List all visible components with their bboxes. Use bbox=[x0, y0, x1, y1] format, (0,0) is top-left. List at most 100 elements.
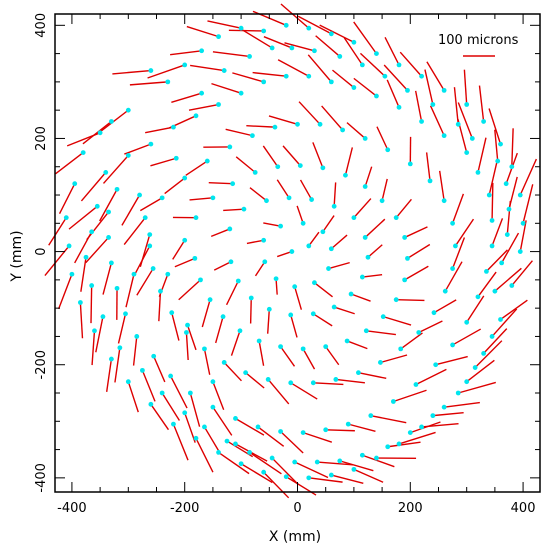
displacement-vector bbox=[466, 359, 495, 383]
measurement-point bbox=[169, 310, 175, 316]
displacement-vector bbox=[240, 463, 273, 484]
displacement-vector bbox=[325, 346, 340, 366]
measurement-point bbox=[359, 274, 365, 280]
displacement-vector bbox=[307, 54, 332, 83]
measurement-point bbox=[94, 203, 100, 209]
displacement-vector bbox=[263, 471, 290, 499]
y-axis-ticks: -400 -200 0 200 400 bbox=[34, 13, 540, 493]
measurement-point bbox=[182, 62, 188, 68]
displacement-vector bbox=[410, 421, 441, 434]
displacement-vector bbox=[451, 193, 465, 224]
measurement-point bbox=[486, 192, 492, 198]
measurement-point bbox=[248, 295, 254, 301]
measurement-point bbox=[495, 158, 501, 164]
measurement-point bbox=[199, 90, 205, 96]
displacement-vector bbox=[79, 302, 84, 339]
measurement-point bbox=[292, 459, 298, 465]
displacement-vector bbox=[317, 461, 353, 466]
measurement-point bbox=[431, 310, 437, 316]
measurement-point bbox=[168, 373, 174, 379]
legend: 100 microns bbox=[438, 33, 519, 57]
displacement-vector bbox=[171, 312, 180, 341]
displacement-vector bbox=[117, 313, 127, 344]
displacement-vector bbox=[463, 69, 468, 105]
measurement-point bbox=[362, 184, 368, 189]
displacement-vector bbox=[366, 330, 396, 336]
displacement-vector bbox=[387, 441, 421, 448]
measurement-point bbox=[77, 300, 83, 305]
x-tick-label: 200 bbox=[398, 501, 423, 516]
displacement-vector bbox=[386, 79, 400, 108]
displacement-vector bbox=[415, 368, 447, 386]
measurement-point bbox=[187, 390, 193, 396]
displacement-vector bbox=[404, 265, 429, 281]
displacement-vector bbox=[325, 429, 355, 432]
measurement-point bbox=[289, 249, 295, 254]
measurement-point bbox=[489, 334, 495, 339]
displacement-vector bbox=[407, 243, 431, 259]
displacement-vector bbox=[294, 461, 329, 479]
displacement-vector bbox=[195, 437, 214, 473]
displacement-vector bbox=[319, 24, 355, 43]
measurement-point bbox=[441, 87, 447, 93]
measurement-point bbox=[192, 255, 198, 261]
measurement-point bbox=[385, 147, 391, 153]
measurement-point bbox=[230, 181, 236, 187]
measurement-point bbox=[173, 155, 179, 161]
measurement-point bbox=[323, 427, 329, 433]
measurement-point bbox=[300, 346, 306, 352]
displacement-vector bbox=[276, 179, 290, 199]
displacement-vector bbox=[444, 261, 463, 292]
displacement-vector bbox=[169, 375, 188, 409]
measurement-point bbox=[202, 424, 207, 430]
displacement-vector bbox=[90, 285, 93, 324]
displacement-vector bbox=[478, 85, 485, 122]
displacement-vector bbox=[271, 457, 299, 486]
displacement-vector bbox=[491, 218, 504, 247]
displacement-vector bbox=[235, 417, 265, 436]
displacement-vector bbox=[125, 274, 135, 308]
measurement-point bbox=[453, 243, 458, 249]
displacement-vector bbox=[121, 194, 141, 226]
displacement-vector bbox=[68, 205, 98, 230]
displacement-vector bbox=[282, 145, 301, 167]
displacement-vector bbox=[212, 406, 233, 436]
measurement-point bbox=[469, 136, 475, 141]
measurement-point bbox=[450, 266, 455, 271]
measurement-point bbox=[310, 380, 316, 386]
measurement-point bbox=[333, 377, 339, 382]
measurement-point bbox=[396, 62, 402, 68]
displacement-vector bbox=[239, 27, 273, 49]
measurement-point bbox=[233, 441, 238, 447]
measurement-point bbox=[199, 48, 205, 54]
displacement-vector bbox=[432, 411, 464, 417]
measurement-point bbox=[464, 150, 470, 155]
measurement-point bbox=[362, 235, 368, 240]
displacement-vector bbox=[201, 299, 211, 328]
measurement-point bbox=[517, 192, 523, 198]
measurement-point bbox=[233, 416, 238, 421]
displacement-vector bbox=[263, 36, 293, 49]
measurement-point bbox=[306, 475, 312, 481]
displacement-vector bbox=[147, 64, 185, 79]
measurement-point bbox=[464, 102, 470, 107]
displacement-vector bbox=[454, 218, 475, 247]
displacement-vector bbox=[344, 147, 354, 176]
y-tick-label: 200 bbox=[34, 126, 49, 151]
displacement-vector bbox=[225, 280, 239, 306]
measurement-point bbox=[193, 113, 199, 119]
displacement-vector bbox=[312, 142, 324, 169]
measurement-point bbox=[326, 266, 331, 271]
displacement-vector bbox=[358, 371, 387, 380]
measurement-point bbox=[125, 153, 131, 158]
measurement-point bbox=[158, 288, 163, 294]
measurement-point bbox=[283, 22, 289, 28]
measurement-point bbox=[278, 223, 283, 229]
measurement-point bbox=[125, 379, 131, 385]
displacement-vector bbox=[312, 313, 333, 327]
displacement-vector bbox=[519, 158, 538, 196]
plot-frame bbox=[54, 13, 541, 493]
displacement-vector bbox=[290, 382, 318, 400]
x-axis-label: X (mm) bbox=[269, 529, 321, 545]
